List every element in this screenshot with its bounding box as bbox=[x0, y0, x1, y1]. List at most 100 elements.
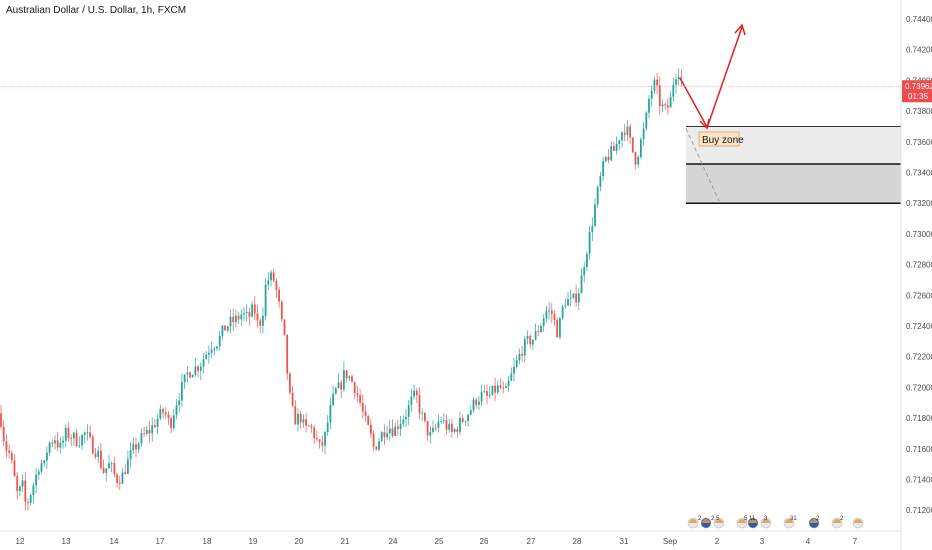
x-tick-label: 17 bbox=[156, 537, 165, 546]
candle-body bbox=[100, 450, 102, 468]
candle-body bbox=[5, 441, 8, 451]
candle-body bbox=[137, 443, 140, 450]
candle-body bbox=[129, 450, 132, 460]
candle-body bbox=[667, 105, 669, 108]
candle-body bbox=[43, 460, 46, 464]
candle-body bbox=[24, 480, 27, 502]
event-count: 5 bbox=[744, 516, 748, 522]
candle-body bbox=[116, 474, 118, 483]
candle-body bbox=[253, 304, 256, 314]
candle-body bbox=[267, 280, 270, 285]
candle-body bbox=[278, 289, 280, 302]
candle-body bbox=[553, 314, 556, 320]
candle-body bbox=[89, 432, 91, 437]
candle-body bbox=[353, 382, 356, 394]
candle-body bbox=[418, 395, 421, 414]
candle-body bbox=[356, 393, 359, 396]
candle-body bbox=[154, 425, 156, 428]
buy-zone-group[interactable]: Buy zone bbox=[685, 125, 901, 204]
candle-body bbox=[607, 157, 610, 161]
candle-body bbox=[316, 438, 318, 440]
candle-body bbox=[372, 433, 375, 447]
candle-body bbox=[407, 404, 410, 417]
candle-body bbox=[604, 157, 607, 162]
candle-body bbox=[248, 312, 251, 317]
candle-body bbox=[650, 90, 653, 99]
x-tick-label: 18 bbox=[203, 537, 212, 546]
candle-body bbox=[640, 139, 642, 158]
event-flag-icon bbox=[702, 519, 710, 523]
event-count: 3 bbox=[764, 516, 768, 522]
candle-body bbox=[124, 472, 127, 474]
candle-body bbox=[467, 414, 469, 422]
candle-body bbox=[618, 140, 621, 144]
last-price-countdown: 01:35 bbox=[908, 92, 929, 101]
candle-body bbox=[370, 424, 372, 434]
candle-body bbox=[548, 310, 550, 312]
candle-body bbox=[121, 472, 124, 484]
candle-body bbox=[388, 428, 391, 434]
buy-zone-label-box[interactable] bbox=[698, 131, 740, 147]
candle-body bbox=[240, 314, 243, 320]
candle-body bbox=[145, 430, 148, 434]
candle-body bbox=[540, 325, 542, 333]
candle-body bbox=[197, 366, 199, 371]
candle-body bbox=[669, 96, 672, 108]
event-count: 2 bbox=[840, 516, 844, 522]
event-flag-icon bbox=[833, 519, 841, 523]
candle-body bbox=[54, 440, 56, 444]
candle-body bbox=[577, 293, 580, 303]
candle-body bbox=[37, 471, 40, 475]
candle-body bbox=[586, 253, 588, 268]
candle-body bbox=[413, 390, 415, 397]
candle-body bbox=[262, 315, 264, 326]
candle-body bbox=[440, 421, 442, 422]
candle-body bbox=[291, 392, 294, 406]
candle-body bbox=[432, 427, 434, 432]
candle-body bbox=[302, 419, 305, 423]
candle-body bbox=[67, 427, 70, 439]
x-tick-label: 28 bbox=[573, 537, 582, 546]
candle-body bbox=[518, 353, 521, 361]
x-axis[interactable]: 12 13 14 17 18 19 20 21 24 25 26 27 28 31 Sep 2 3 4 7 bbox=[16, 537, 858, 546]
event-count: 31 bbox=[790, 516, 797, 522]
candle-body bbox=[140, 433, 143, 444]
candle-body bbox=[218, 335, 221, 347]
candle-body bbox=[329, 405, 332, 423]
candle-body bbox=[27, 501, 29, 503]
candle-body bbox=[194, 366, 197, 376]
candle-body bbox=[580, 275, 583, 294]
event-flag-icon bbox=[810, 519, 818, 523]
candle-body bbox=[478, 401, 480, 405]
candle-body bbox=[259, 320, 262, 326]
candle-body bbox=[480, 391, 483, 402]
x-tick-label: 7 bbox=[853, 537, 858, 546]
candle-body bbox=[572, 293, 575, 298]
candle-body bbox=[469, 410, 472, 415]
candle-body bbox=[451, 423, 453, 432]
candle-body bbox=[21, 480, 24, 487]
candle-body bbox=[559, 318, 561, 338]
candle-body bbox=[213, 348, 216, 350]
candle-body bbox=[19, 486, 21, 492]
buy-zone-lower bbox=[686, 164, 901, 204]
candle-body bbox=[575, 293, 577, 303]
candle-body bbox=[510, 373, 513, 381]
event-flag-icon bbox=[785, 519, 793, 523]
candle-body bbox=[653, 79, 656, 91]
candle-body bbox=[602, 161, 604, 176]
candle-body bbox=[615, 143, 618, 151]
candle-body bbox=[270, 272, 272, 281]
candle-body bbox=[205, 354, 208, 360]
event-badges[interactable]: 2 2 5 5 11 3 31 2 2 bbox=[687, 516, 864, 529]
event-flag-icon bbox=[749, 519, 757, 523]
candle-body bbox=[280, 301, 283, 320]
candle-body bbox=[81, 434, 83, 446]
